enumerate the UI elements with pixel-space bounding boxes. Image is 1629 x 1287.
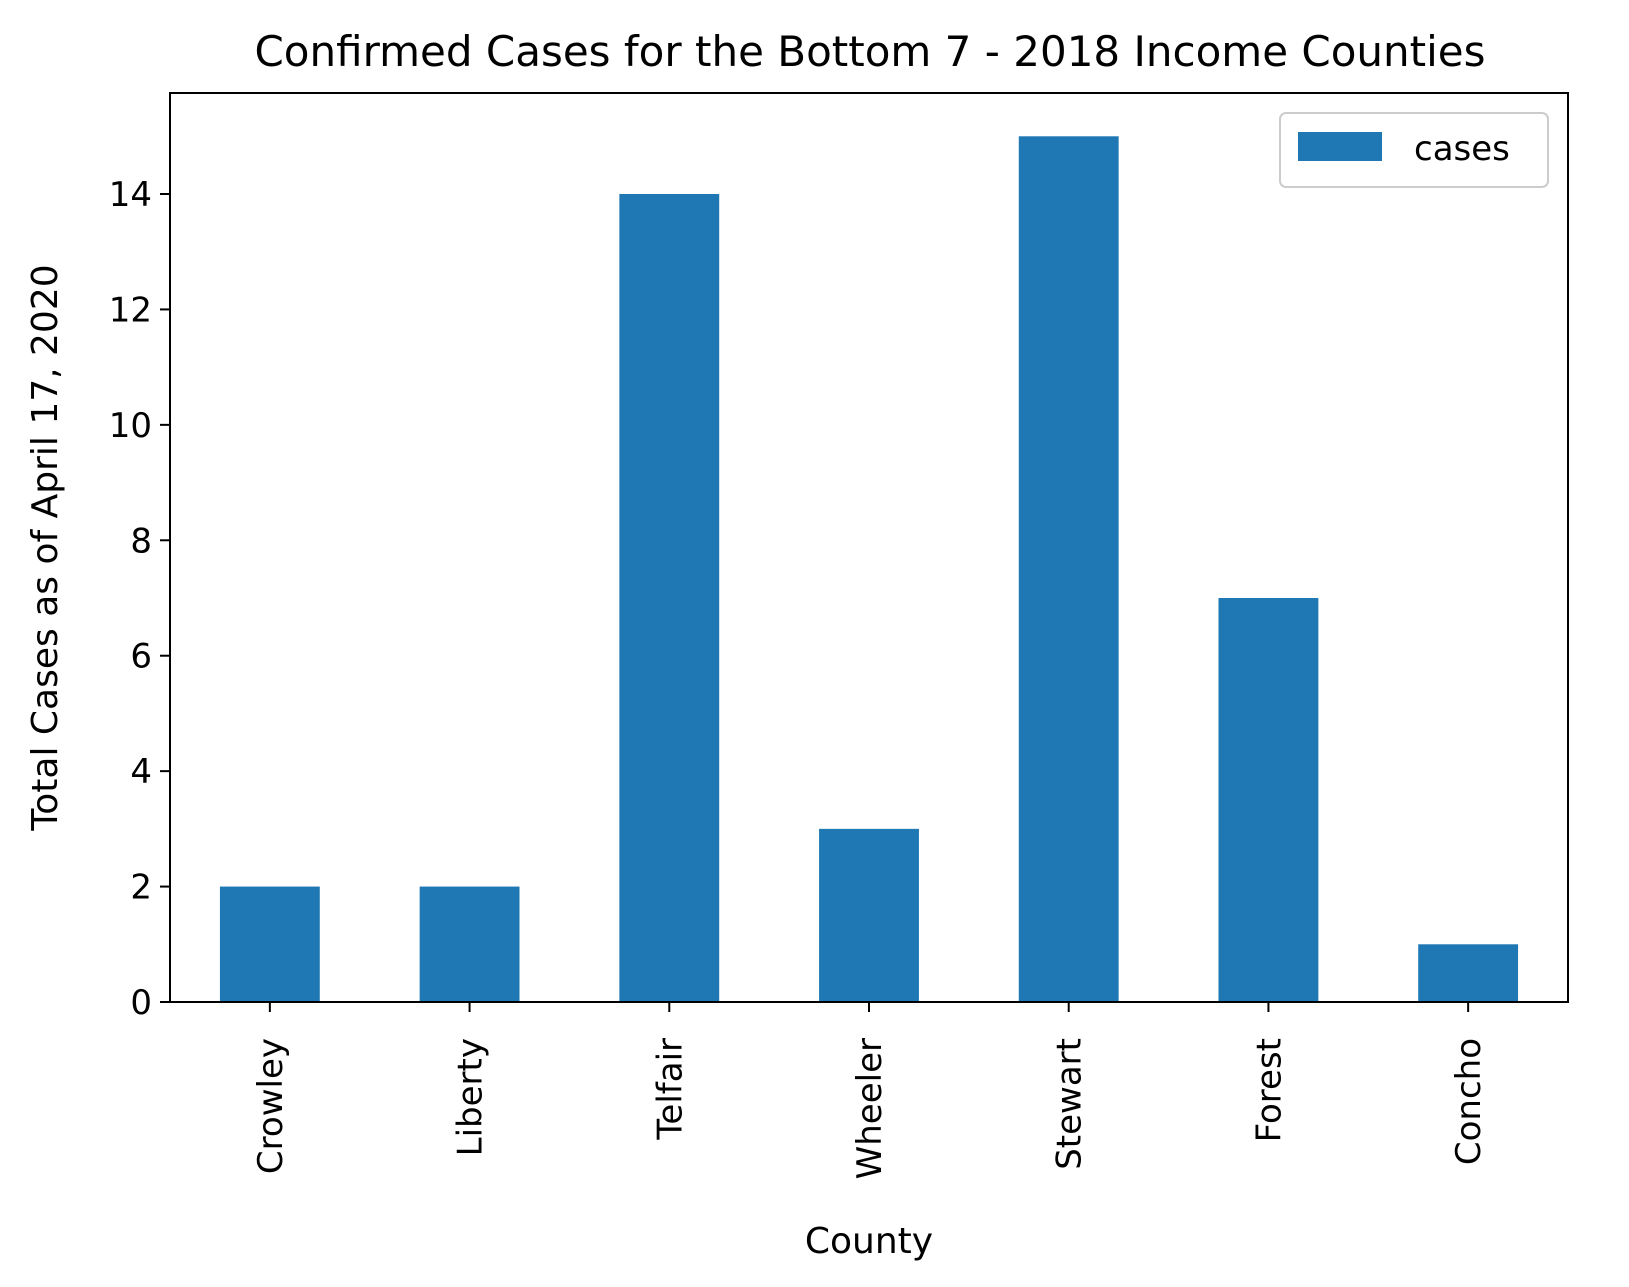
y-tick-label: 4 [130, 752, 152, 792]
x-tick-label: Telfair [650, 1038, 690, 1141]
x-tick-label: Stewart [1050, 1038, 1090, 1170]
legend-swatch [1298, 132, 1382, 161]
bar-stewart [1018, 136, 1119, 1003]
y-tick-label: 14 [109, 175, 152, 215]
legend-frame [1279, 112, 1549, 188]
plot-area-frame [169, 92, 1569, 1003]
y-tick-label: 10 [109, 406, 152, 446]
y-axis: 0 2 4 6 8 10 12 14 [109, 175, 170, 1023]
y-tick-label: 8 [130, 521, 152, 561]
x-tick-label: Concho [1449, 1038, 1489, 1165]
y-tick-label: 0 [130, 983, 152, 1023]
bar-crowley [219, 886, 320, 1002]
x-axis-label: County [805, 1221, 933, 1262]
y-tick-label: 12 [109, 290, 152, 330]
bar-forest [1218, 598, 1319, 1002]
legend-label: cases [1414, 129, 1510, 169]
bars-group [219, 136, 1519, 1003]
x-axis: Crowley Liberty Telfair Wheeler Stewart Fores… [251, 1002, 1489, 1179]
bar-concho [1418, 944, 1519, 1002]
y-axis-label: Total Cases as of April 17, 2020 [25, 264, 66, 831]
bar-telfair [619, 194, 720, 1002]
x-tick-label: Forest [1249, 1038, 1289, 1142]
bar-liberty [419, 886, 520, 1002]
y-tick-label: 6 [130, 637, 152, 677]
x-tick-label: Wheeler [850, 1038, 890, 1179]
y-tick-label: 2 [130, 868, 152, 908]
legend: cases [1279, 112, 1549, 188]
chart-title: Confirmed Cases for the Bottom 7 - 2018 … [254, 27, 1485, 76]
x-tick-label: Liberty [451, 1038, 491, 1156]
x-tick-label: Crowley [251, 1038, 291, 1174]
bar-wheeler [819, 828, 919, 1002]
